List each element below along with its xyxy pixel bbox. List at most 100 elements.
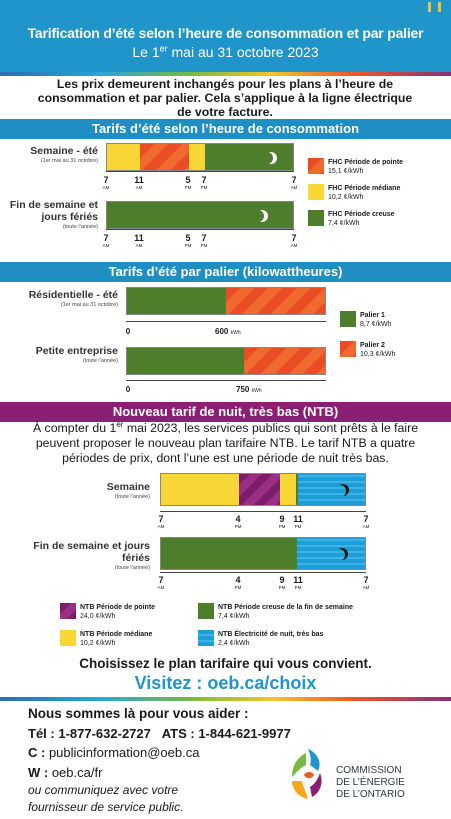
ntb-weekend-bar (160, 537, 366, 570)
visit-link[interactable]: Visitez : oeb.ca/choix (134, 673, 317, 693)
tiered-row-note: (toute l’année) (82, 358, 118, 364)
ntb-weekend-label: Fin de semaine et jours fériés (toute l’… (20, 540, 150, 572)
tick-label: 4 PM (234, 575, 242, 591)
crop-mark (438, 2, 441, 12)
crop-mark (428, 2, 431, 12)
tick-label: 11 PM (293, 575, 303, 591)
legend-tou-offpeak: FHC Période creuse 7,4 ¢/kWh (308, 210, 395, 228)
tick-label: 9 PM (278, 575, 286, 591)
tiered-small-business-bar (126, 347, 326, 375)
contact-web-line: W : oeb.ca/fr (28, 764, 103, 780)
header-subtitle-sup: er (159, 43, 168, 54)
tick-label: 11 AM (134, 233, 144, 249)
tick-label: 7 AM (362, 575, 370, 591)
tick-label: 9 PM (278, 514, 286, 530)
tou-row-weekend-label: Fin de semaine et jours fériés (toute l’… (6, 199, 98, 231)
web-link[interactable]: oeb.ca/fr (51, 764, 103, 780)
header-subtitle-post: mai au 31 octobre 2023 (167, 44, 319, 60)
tiered-axis-line (126, 321, 326, 322)
tier2-segment (243, 348, 325, 374)
legend-swatch (340, 341, 356, 357)
tou-axis-line (106, 229, 294, 230)
ntb-axis-line (160, 572, 366, 573)
legend-swatch (198, 603, 214, 619)
ntb-row-label: Semaine (106, 481, 150, 493)
moon-icon (252, 210, 264, 222)
legend-tou-mid: FHC Période médiane 10,2 ¢/kWh (308, 184, 400, 202)
legend-swatch (308, 210, 324, 226)
contact-block: Nous sommes là pour vous aider : Tél : 1… (28, 704, 291, 816)
tou-weekend-offpeak-segment (107, 202, 293, 228)
tick-label: 5 PM (184, 175, 192, 191)
ntb-peak-segment (238, 474, 281, 505)
ntb-mid-segment (161, 474, 239, 505)
ntb-row-note: (toute l’année) (114, 494, 150, 500)
tou-offpeak-segment (205, 144, 293, 170)
tier2-segment (226, 288, 325, 314)
choose-plan-text: Choisissez le plan tarifaire qui vous co… (79, 656, 372, 671)
ntb-description: À compter du 1er mai 2023, les services … (32, 419, 419, 465)
intro-text: Les prix demeurent inchangés pour les pl… (37, 77, 413, 119)
ntb-row-note: (toute l’année) (114, 565, 150, 571)
legend-tier2: Palier 2 10,3 ¢/kWh (340, 341, 395, 359)
tiered-zero-label: 0 (125, 327, 131, 336)
tick-label: 7 AM (157, 575, 165, 591)
tou-weekday-bar (106, 143, 294, 171)
legend-ntb-weekend-offpeak: NTB Période creuse de la fin de semaine 7… (198, 603, 353, 621)
moon-icon (261, 152, 273, 164)
tou-axis-line (106, 171, 294, 172)
moon-icon (333, 549, 345, 561)
tiered-section-title: Tarifs d’été par palier (kilowattheures) (0, 262, 451, 282)
rainbow-divider (0, 697, 451, 701)
legend-swatch (60, 603, 76, 619)
legend-swatch (340, 311, 356, 327)
ntb-row-label: Fin de semaine et jours fériés (33, 540, 150, 564)
oeb-logo-icon (292, 749, 322, 799)
top-header: Tarification d’été selon l’heure de cons… (0, 0, 451, 72)
tick-label: 7 AM (362, 514, 370, 530)
tty-number[interactable]: 1-844-621-9977 (198, 725, 291, 741)
legend-swatch (60, 630, 76, 646)
tick-label: 7 AM (290, 233, 298, 249)
tiered-residential-label: Résidentielle - été (1er mai au 31 octob… (6, 289, 118, 309)
legend-swatch (198, 630, 214, 646)
contact-heading: Nous sommes là pour vous aider : (28, 706, 249, 721)
tou-weekend-bar (106, 201, 294, 229)
tick-label: 7 AM (102, 175, 110, 191)
ntb-weekend-offpeak-segment (161, 538, 297, 569)
tick-label: 7 PM (200, 175, 208, 191)
tou-mid-morning-segment (107, 144, 140, 170)
tou-peak-segment (139, 144, 190, 170)
tick-label: 4 PM (234, 514, 242, 530)
rainbow-divider (0, 72, 451, 76)
tick-label: 7 AM (157, 514, 165, 530)
email-link[interactable]: publicinformation@oeb.ca (48, 745, 200, 760)
tou-mid-evening-segment (189, 144, 206, 170)
legend-swatch (308, 158, 324, 174)
contact-phone-line: Tél : 1-877-632-2727 ATS : 1-844-621-997… (28, 725, 291, 741)
tick-label: 11 AM (134, 175, 144, 191)
legend-swatch (308, 184, 324, 200)
ntb-weekend-ultralow-segment (296, 538, 365, 569)
ntb-ultralow-segment (297, 474, 365, 505)
tiered-row-label: Résidentielle - été (28, 289, 118, 301)
tick-label: 7 PM (200, 233, 208, 249)
tiered-row-note: (1er mai au 31 octobre) (60, 302, 118, 308)
ntb-weekday-label: Semaine (toute l’année) (40, 481, 150, 501)
contact-note: ou communiquez avec votre fournisseur de … (28, 783, 184, 814)
tick-label: 7 AM (290, 175, 298, 191)
tou-row-note: (1er mai au 31 octobre) (40, 158, 98, 164)
oeb-logo-text: COMMISSION DE L’ÉNERGIE DE L’ONTARIO (336, 765, 405, 800)
ntb-axis-line (160, 511, 366, 512)
tou-row-label: Fin de semaine et jours fériés (9, 199, 98, 223)
tiered-zero-label: 0 (125, 385, 131, 394)
tiered-small-business-label: Petite entreprise (toute l’année) (6, 345, 118, 365)
moon-icon (334, 485, 346, 497)
ntb-weekday-bar (160, 473, 366, 506)
phone-number[interactable]: 1-877-632-2727 (58, 725, 151, 741)
legend-ntb-ultralow: NTB Électricité de nuit, très bas 2,4 ¢/k… (198, 630, 323, 648)
tiered-axis-line (126, 380, 326, 381)
tick-label: 11 PM (293, 514, 303, 530)
header-subtitle-pre: Le 1 (132, 44, 160, 60)
tick-label: 5 PM (184, 233, 192, 249)
